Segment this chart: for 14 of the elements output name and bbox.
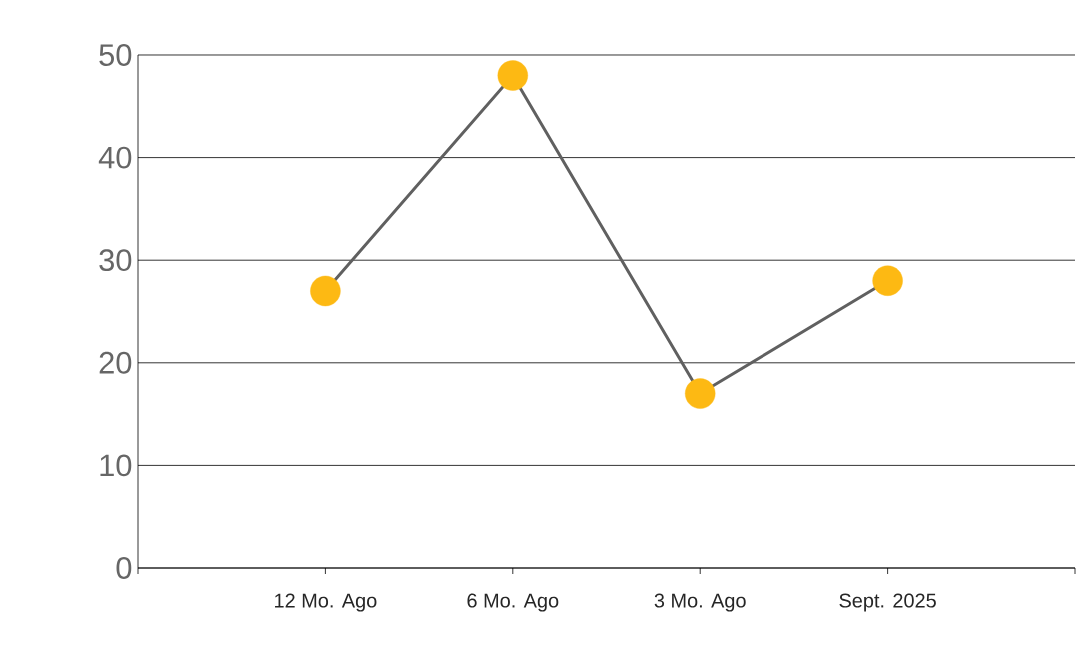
y-tick-label: 0 <box>116 557 132 579</box>
y-tick-label: 10 <box>100 454 132 477</box>
x-tick-label: 6 Mo. Ago <box>467 593 559 612</box>
y-tick-label: 20 <box>99 351 132 374</box>
point <box>497 60 528 91</box>
y-tick-label: 30 <box>99 249 132 272</box>
x-tick-label: Sept. 2025 <box>839 593 936 612</box>
x-tick-label: 3 Mo. Ago <box>654 593 746 612</box>
y-tick-label: 40 <box>98 146 132 169</box>
point <box>685 378 716 409</box>
point <box>310 275 341 307</box>
point <box>872 265 903 296</box>
x-tick-label: 12 Mo. Ago <box>275 593 377 612</box>
y-tick-label: 50 <box>99 44 132 66</box>
